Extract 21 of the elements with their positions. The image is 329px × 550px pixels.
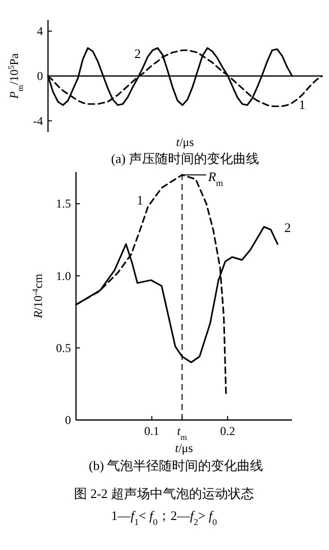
x-axis-title: t/μs [175,441,194,455]
text: 1—f$_{1}$< f$_{0}$；2—f$_{2}$> f$_{0}$ [111,508,217,527]
y-tick-label: -4 [33,114,43,128]
y-tick-label: 1.5 [56,196,71,211]
series-label: 1 [298,97,306,112]
series-label: 2 [284,220,291,236]
y-tick-label: 0.5 [56,340,71,355]
text: (a) 声压随时间的变化曲线 [111,151,259,166]
y-tick-label: 0 [65,413,71,427]
series-label: 1 [136,192,144,208]
x-tick-label: t$_{m}$ [177,424,188,442]
caption: 图 2-2 超声场中气泡的运动状态 [74,486,254,501]
series-label: 2 [134,46,141,62]
x-tick-label: 0.1 [144,424,160,438]
y-tick-label: 1.0 [56,268,71,283]
x-axis-title: t/μs [176,135,194,149]
y-tick-label: 4 [37,24,43,38]
annotation: R$_{m}$ [207,168,224,188]
y-tick-label: 0 [37,69,43,83]
x-tick-label: 0.2 [220,424,236,438]
text: (b) 气泡半径随时间的变化曲线 [88,458,264,473]
